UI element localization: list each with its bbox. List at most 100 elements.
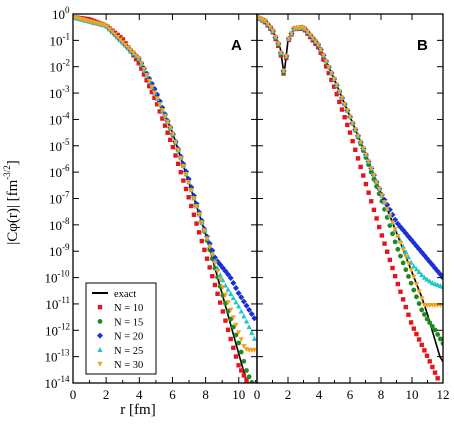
data-point <box>178 155 184 161</box>
data-point <box>379 193 385 199</box>
data-point <box>196 212 202 218</box>
data-point <box>220 277 226 283</box>
data-point <box>259 17 265 23</box>
data-point <box>157 109 162 114</box>
data-point <box>122 42 129 48</box>
data-point <box>374 216 379 221</box>
data-point <box>408 320 414 325</box>
data-point <box>397 240 404 246</box>
series-n20 <box>73 14 257 322</box>
data-point <box>141 66 147 72</box>
legend-label: exact <box>114 289 136 300</box>
data-point <box>323 64 329 69</box>
legend-item: exact <box>92 289 136 300</box>
data-point <box>209 252 215 258</box>
data-point <box>387 257 393 263</box>
data-point <box>120 40 126 46</box>
data-point <box>419 271 425 277</box>
data-point <box>400 243 406 249</box>
data-point <box>240 298 247 305</box>
data-point <box>358 164 363 170</box>
y-tick-label: 10-8 <box>49 216 70 233</box>
data-point <box>130 50 137 56</box>
y-tick-label: 10-13 <box>45 348 70 365</box>
x-tick-label: 4 <box>136 387 143 402</box>
data-point <box>232 285 239 292</box>
y-tick-label: 10-14 <box>45 374 70 391</box>
x-tick-label: 0 <box>254 387 261 402</box>
series-n30 <box>257 14 443 309</box>
data-point <box>421 274 427 280</box>
data-point <box>196 230 202 235</box>
data-point <box>218 300 223 305</box>
data-point <box>403 304 408 310</box>
data-point <box>275 41 281 47</box>
data-point <box>244 378 249 383</box>
data-point <box>377 224 382 230</box>
data-point <box>411 274 417 280</box>
data-point <box>230 280 237 287</box>
legend-box <box>85 282 157 375</box>
x-tick-label: 8 <box>378 387 385 402</box>
data-point <box>262 18 268 24</box>
data-point <box>210 274 215 279</box>
data-point <box>149 84 155 90</box>
data-point <box>427 359 432 364</box>
y-tick-label: 10-11 <box>45 295 70 312</box>
data-point <box>186 179 192 185</box>
data-point <box>304 29 311 35</box>
data-point <box>331 76 337 82</box>
data-point <box>175 147 181 153</box>
data-point <box>249 330 255 336</box>
y-tick-label: 10-3 <box>49 84 70 101</box>
data-point <box>175 161 181 167</box>
data-point <box>246 324 252 330</box>
y-tick-label: 10-2 <box>50 58 71 75</box>
data-point <box>191 212 197 217</box>
x-axis-label: r [fm] <box>120 402 155 418</box>
data-point <box>408 259 414 265</box>
data-point <box>228 336 233 342</box>
data-point <box>162 123 168 128</box>
data-point <box>414 294 419 300</box>
y-tick-label: 10-9 <box>49 242 70 259</box>
data-point <box>173 153 178 158</box>
data-point <box>326 64 332 70</box>
plot-area <box>257 14 443 381</box>
data-point <box>413 282 420 288</box>
data-point <box>406 312 411 317</box>
data-point <box>355 156 361 161</box>
legend-label: N = 30 <box>114 360 143 371</box>
data-point <box>286 36 292 42</box>
data-point <box>366 190 371 195</box>
data-point <box>136 56 142 62</box>
data-point <box>363 181 369 187</box>
data-point <box>236 363 241 368</box>
data-point <box>101 22 108 28</box>
y-tick-label: 10-10 <box>45 269 70 286</box>
data-point <box>342 115 347 120</box>
data-point <box>115 34 121 40</box>
data-point <box>243 318 250 324</box>
data-point <box>432 370 438 375</box>
x-tick-label: 6 <box>347 387 354 402</box>
legend-label: N = 15 <box>114 317 143 328</box>
data-point <box>395 281 401 287</box>
data-point <box>398 253 403 259</box>
data-point <box>414 331 419 337</box>
data-point <box>180 163 186 169</box>
data-point <box>144 72 150 78</box>
data-point <box>419 342 424 348</box>
data-point <box>432 327 438 333</box>
data-point <box>212 282 218 288</box>
data-point <box>194 221 199 226</box>
data-point <box>178 170 183 175</box>
data-point <box>339 107 345 112</box>
data-point <box>133 57 139 62</box>
data-point <box>104 24 110 30</box>
data-point <box>389 220 396 226</box>
data-point <box>392 227 398 233</box>
data-point <box>152 95 157 101</box>
data-point <box>427 320 433 326</box>
data-point <box>170 144 176 150</box>
